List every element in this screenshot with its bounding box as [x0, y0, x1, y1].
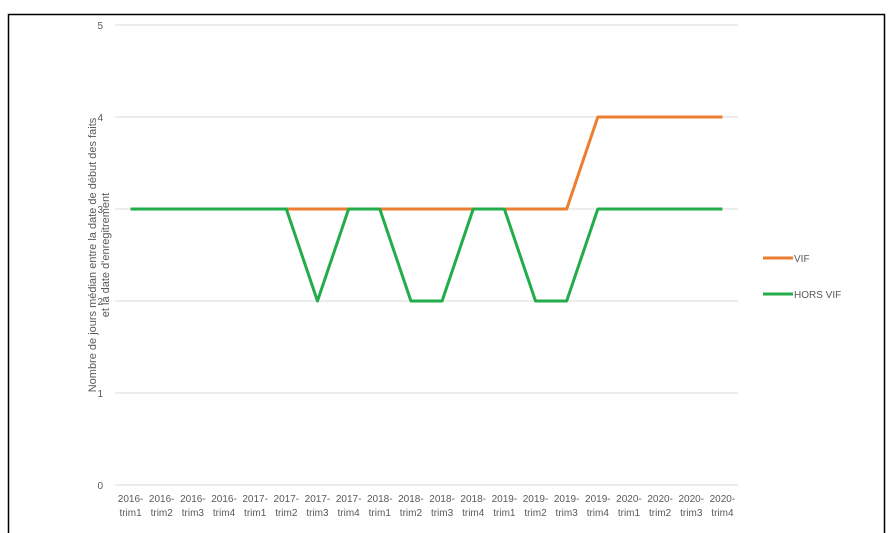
y-axis-label: et la date d'enregitrement	[100, 193, 112, 317]
frame	[7, 13, 886, 533]
x-tick-label: 2017-trim3	[305, 494, 331, 519]
x-tick-label: 2018-trim2	[398, 494, 424, 519]
legend-label: HORS VIF	[794, 290, 841, 301]
x-tick-label: 2018-trim4	[460, 494, 486, 519]
x-tick-label: 2018-trim1	[367, 494, 393, 519]
x-tick-label: 2016-trim2	[149, 494, 175, 519]
x-tick-label: 2016-trim3	[180, 494, 206, 519]
series-line	[130, 207, 723, 303]
y-axis-label: Nombre de jours médian entre la date de …	[87, 117, 99, 392]
x-tick-label: 2019-trim3	[554, 494, 580, 519]
x-tick-label: 2017-trim2	[274, 494, 300, 519]
x-tick-label: 2016-trim4	[211, 494, 237, 519]
x-tick-label: 2016-trim1	[118, 494, 144, 519]
x-tick-label: 2017-trim1	[242, 494, 268, 519]
x-tick-label: 2018-trim3	[429, 494, 455, 519]
y-tick-label: 5	[97, 21, 103, 32]
x-tick-label: 2020-trim4	[710, 494, 736, 519]
y-tick-label: 0	[97, 481, 103, 492]
x-tick-label: 2019-trim2	[523, 494, 549, 519]
x-tick-label: 2017-trim4	[336, 494, 362, 519]
y-tick-label: 2	[97, 297, 103, 308]
y-tick-label: 4	[97, 113, 103, 124]
x-tick-label: 2019-trim4	[585, 494, 611, 519]
y-tick-label: 1	[97, 389, 103, 400]
x-tick-label: 2020-trim3	[678, 494, 704, 519]
x-tick-label: 2020-trim1	[616, 494, 642, 519]
y-tick-label: 3	[97, 205, 103, 216]
x-tick-label: 2020-trim2	[647, 494, 673, 519]
x-tick-label: 2019-trim1	[492, 494, 518, 519]
legend-label: VIF	[794, 254, 810, 265]
